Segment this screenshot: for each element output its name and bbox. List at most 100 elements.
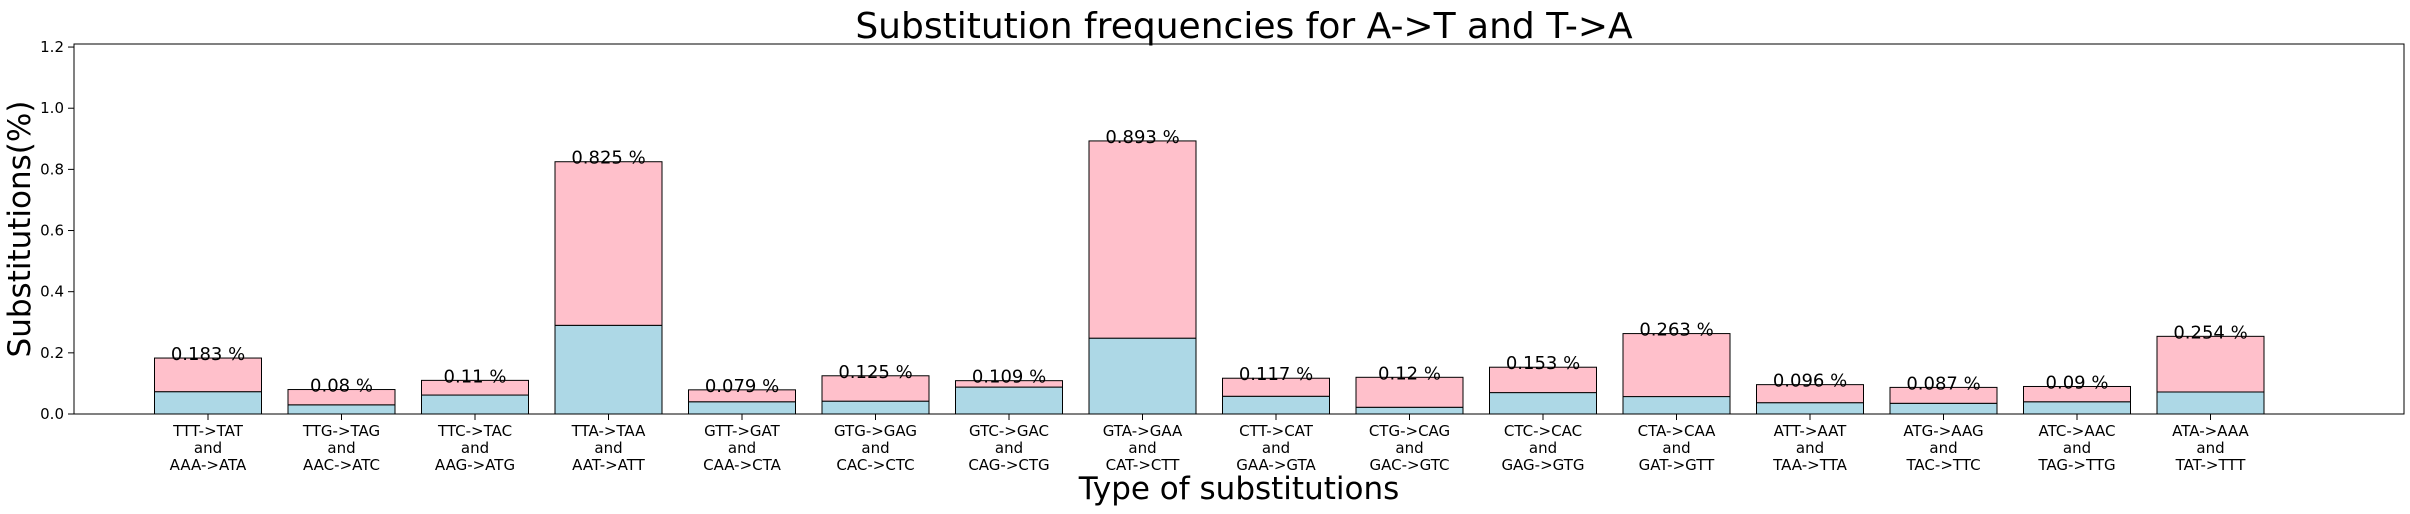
x-tick-label: CTC->CAC and GAG->GTG [1501,422,1584,474]
x-tick-label-line: ATC->AAC [2039,422,2116,440]
x-tick-label-line: and [1395,439,1423,457]
data-label: 0.079 % [705,376,779,397]
data-label: 0.11 % [444,366,507,387]
x-tick-label: TTG->TAG and AAC->ATC [302,422,380,474]
y-axis-label: Substitutions(%) [2,101,38,358]
data-label: 0.125 % [838,362,912,383]
x-tick-label-line: and [1262,439,1290,457]
bar-segment-lower [287,404,396,415]
bar-segment-upper [1088,140,1197,339]
bar-segment-lower [554,324,663,415]
x-tick-label-line: GTT->GAT [704,422,780,440]
bar-segment-upper [154,357,262,393]
x-tick-label-line: ATG->AAG [1903,422,1983,440]
x-tick-label-line: and [1662,439,1690,457]
data-label: 0.153 % [1506,353,1580,374]
bar-segment-lower [688,401,796,415]
x-tick-label-line: GTG->GAG [834,422,917,440]
bar-segment-lower [2156,391,2265,415]
bar-segment-upper [287,389,396,406]
bar-segment-upper [2156,335,2265,393]
x-tick-label-line: TTG->TAG [302,422,380,440]
data-label: 0.09 % [2046,372,2109,393]
data-label: 0.263 % [1639,320,1713,341]
bar-segment-upper [554,161,663,326]
y-tick-label: 0.6 [40,222,64,240]
data-labels: 0.183 % 0.08 % 0.11 % 0.825 % 0.079 % 0.125 %… [171,127,2248,397]
x-tick-label-line: ATA->AAA [2172,422,2249,440]
data-label: 0.109 % [972,367,1046,388]
bar-segment-upper [2023,385,2131,403]
bar-segment-lower [955,386,1063,415]
x-tick-label: TTT->TAT and AAA->ATA [170,422,247,474]
bar-segment-lower [1756,402,1864,415]
x-tick-label: GTG->GAG and CAC->CTC [834,422,917,474]
x-tick-label-line: and [861,439,889,457]
x-tick-label-line: and [1128,439,1156,457]
data-label: 0.254 % [2173,322,2247,343]
bar-segment-lower [1889,402,1998,415]
x-tick-label-line: and [594,439,622,457]
y-tick-label: 1.2 [40,38,64,56]
x-tick-label-line: GAT->GTT [1639,456,1715,474]
x-tick-label-line: GAC->GTC [1370,456,1450,474]
x-tick-label-line: AAT->ATT [572,456,646,474]
x-tick-label-line: TAA->TTA [1772,456,1847,474]
bar-segment-lower [1489,392,1597,415]
x-tick-label: CTA->CAA and GAT->GTT [1638,422,1717,474]
data-label: 0.096 % [1773,371,1847,392]
x-tick-label: ATC->AAC and TAG->TTG [2037,422,2115,474]
x-tick-label-line: ATT->AAT [1774,422,1848,440]
x-tick-label-line: TTC->TAC [437,422,512,440]
x-tick-label: GTT->GAT and CAA->CTA [703,422,782,474]
data-label: 0.183 % [171,344,245,365]
bar-segment-lower [2023,401,2131,415]
bar-segment-lower [154,391,262,415]
bar-segment-lower [421,394,529,415]
x-tick-label-line: and [1929,439,1957,457]
data-label: 0.12 % [1378,363,1441,384]
x-tick-label: GTA->GAA and CAT->CTT [1103,422,1183,474]
x-tick-label-line: and [728,439,756,457]
bar-segment-upper [421,379,529,396]
y-tick-label: 0.0 [40,405,64,423]
bars [154,140,2265,415]
x-tick-label-line: and [327,439,355,457]
x-tick-label-line: AAA->ATA [170,456,247,474]
x-tick-label-line: CAG->CTG [968,456,1049,474]
x-tick-label-line: CTA->CAA [1638,422,1717,440]
x-tick-label-line: and [461,439,489,457]
x-tick-label: GTC->GAC and CAG->CTG [968,422,1049,474]
plot-area-frame [73,43,2405,415]
data-label: 0.087 % [1906,373,1980,394]
x-tick-label-line: GAA->GTA [1236,456,1316,474]
x-tick-label: ATG->AAG and TAC->TTC [1903,422,1983,474]
x-tick-label-line: CTC->CAC [1504,422,1582,440]
bar-segment-upper [955,380,1063,388]
y-axis-ticks: 0.0 0.2 0.4 0.6 0.8 1.0 1.2 [40,38,74,423]
x-tick-label-line: CAT->CTT [1106,456,1181,474]
x-tick-label-line: and [2196,439,2224,457]
x-axis-label: Type of substitutions [1078,471,1400,507]
x-tick-label: ATT->AAT and TAA->TTA [1772,422,1847,474]
x-tick-label-line: CAC->CTC [836,456,914,474]
y-tick-label: 0.2 [40,344,64,362]
x-tick-label: CTT->CAT and GAA->GTA [1236,422,1316,474]
data-label: 0.825 % [571,148,645,169]
bar-segment-upper [1355,376,1464,408]
x-tick-label: TTA->TAA and AAT->ATT [571,422,646,474]
x-tick-label-line: TTT->TAT [172,422,244,440]
bar-segment-lower [821,400,930,415]
bar-segment-upper [1489,366,1597,394]
x-tick-label-line: and [1529,439,1557,457]
bar-segment-upper [1222,377,1330,397]
bar-segment-lower [1088,337,1197,415]
bar-segment-upper [821,375,930,402]
data-label: 0.893 % [1105,127,1179,148]
bar-segment-upper [1622,333,1731,398]
bar-segment-upper [1756,384,1864,404]
bar-segment-lower [1222,395,1330,415]
x-tick-label: ATA->AAA and TAT->TTT [2172,422,2249,474]
